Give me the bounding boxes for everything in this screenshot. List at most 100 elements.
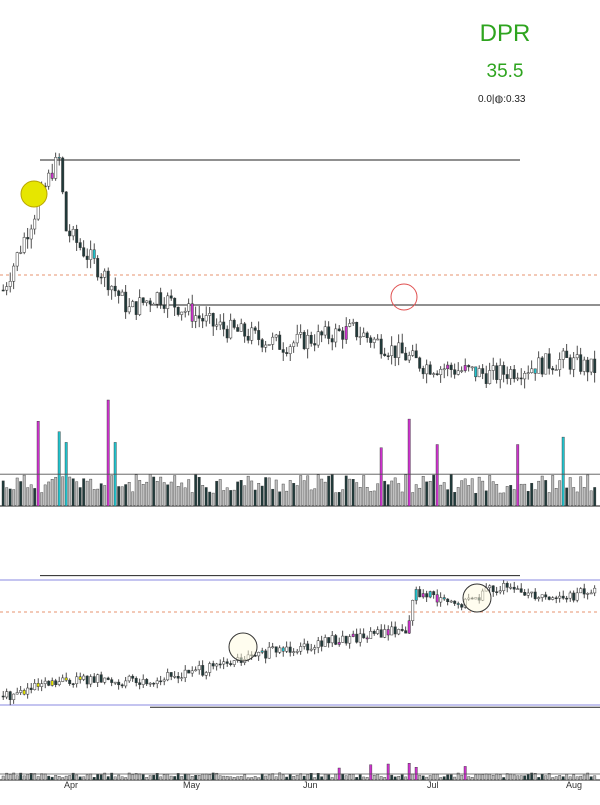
- candle-body: [82, 247, 86, 257]
- volume-bar: [78, 487, 82, 507]
- candle-body: [523, 592, 527, 596]
- volume-bar: [36, 421, 40, 507]
- candle-body: [400, 342, 404, 354]
- volume-bar: [348, 774, 352, 781]
- signal-circle-bottom-b: [462, 583, 492, 613]
- candle-body: [96, 258, 100, 278]
- volume-bar: [288, 480, 292, 507]
- volume-bar: [572, 774, 576, 781]
- candle-body: [180, 677, 184, 680]
- volume-bar: [537, 777, 541, 781]
- volume-bar: [106, 776, 110, 781]
- candle-body: [344, 326, 348, 340]
- volume-bar: [40, 773, 44, 781]
- volume-bar: [516, 775, 520, 781]
- volume-bar: [29, 773, 33, 781]
- candle-body: [586, 359, 590, 373]
- candle-body: [488, 370, 492, 384]
- volume-bar: [568, 477, 572, 507]
- candle-body: [586, 593, 590, 595]
- candle-body: [64, 677, 68, 681]
- volume-bar: [54, 774, 58, 781]
- x-tick-label: May: [183, 780, 201, 790]
- candle-body: [141, 679, 145, 685]
- volume-bar: [341, 773, 345, 781]
- candle-body: [432, 591, 436, 596]
- candle-body: [106, 677, 110, 680]
- volume-bar: [372, 775, 376, 781]
- candle-body: [334, 328, 338, 343]
- candle-body: [313, 647, 317, 650]
- volume-bar: [509, 485, 513, 507]
- candle-body: [183, 669, 187, 679]
- volume-bar: [215, 480, 219, 507]
- volume-bar: [558, 775, 562, 781]
- candle-body: [323, 637, 327, 647]
- candle-body: [502, 365, 506, 375]
- volume-bar: [169, 775, 173, 781]
- volume-bar: [113, 776, 117, 781]
- volume-bar: [586, 772, 590, 781]
- candle-body: [519, 377, 523, 380]
- volume-bar: [159, 476, 163, 507]
- candle-body: [446, 598, 450, 602]
- volume-bar: [159, 776, 163, 781]
- volume-bar: [12, 772, 16, 781]
- volume-bar: [225, 775, 229, 781]
- candle-body: [22, 690, 26, 695]
- candle-body: [439, 368, 443, 375]
- volume-bar: [243, 485, 247, 507]
- candle-body: [309, 648, 313, 651]
- candle-body: [267, 344, 271, 346]
- volume-bar: [64, 775, 68, 781]
- candle-body: [215, 324, 219, 327]
- volume-bar: [330, 777, 334, 781]
- candle-body: [302, 332, 306, 350]
- volume-bar: [285, 776, 289, 781]
- volume-bar: [1, 480, 5, 507]
- candle-body: [463, 365, 467, 371]
- volume-bar: [327, 475, 331, 507]
- volume-bar: [229, 490, 233, 507]
- candle-body: [278, 334, 282, 350]
- volume-bar: [61, 476, 65, 507]
- candle-body: [12, 693, 16, 700]
- candle-body: [470, 366, 474, 369]
- candle-body: [204, 315, 208, 322]
- candle-body: [519, 588, 523, 593]
- candle-body: [575, 592, 579, 601]
- candle-body: [257, 330, 261, 340]
- candle-body: [120, 684, 124, 687]
- volume-bar: [229, 776, 233, 781]
- volume-bar: [400, 774, 404, 781]
- candle-body: [495, 591, 499, 593]
- volume-bar: [218, 479, 222, 507]
- volume-bar: [180, 776, 184, 781]
- volume-bar: [295, 485, 299, 507]
- volume-bar: [379, 776, 383, 781]
- volume-bar: [152, 774, 156, 781]
- volume-bar: [547, 773, 551, 781]
- volume-bar: [148, 775, 152, 781]
- candle-body: [106, 270, 110, 291]
- volume-bar: [75, 481, 79, 507]
- candle-body: [50, 172, 54, 179]
- candle-body: [64, 191, 68, 232]
- candle-body: [477, 368, 481, 378]
- candle-body: [281, 349, 285, 353]
- candle-body: [274, 646, 278, 653]
- volume-bar: [512, 774, 516, 781]
- candle-body: [449, 600, 453, 603]
- volume-bar: [505, 486, 509, 507]
- volume-bar: [190, 776, 194, 781]
- volume-bar: [71, 478, 75, 507]
- candle-body: [365, 637, 369, 640]
- candle-body: [204, 672, 208, 676]
- volume-bar: [162, 482, 166, 507]
- volume-bar: [208, 774, 212, 781]
- candle-body: [166, 295, 170, 309]
- candle-body: [92, 249, 96, 259]
- volume-bar: [1, 775, 5, 781]
- volume-bar: [509, 773, 513, 781]
- volume-bar: [575, 776, 579, 781]
